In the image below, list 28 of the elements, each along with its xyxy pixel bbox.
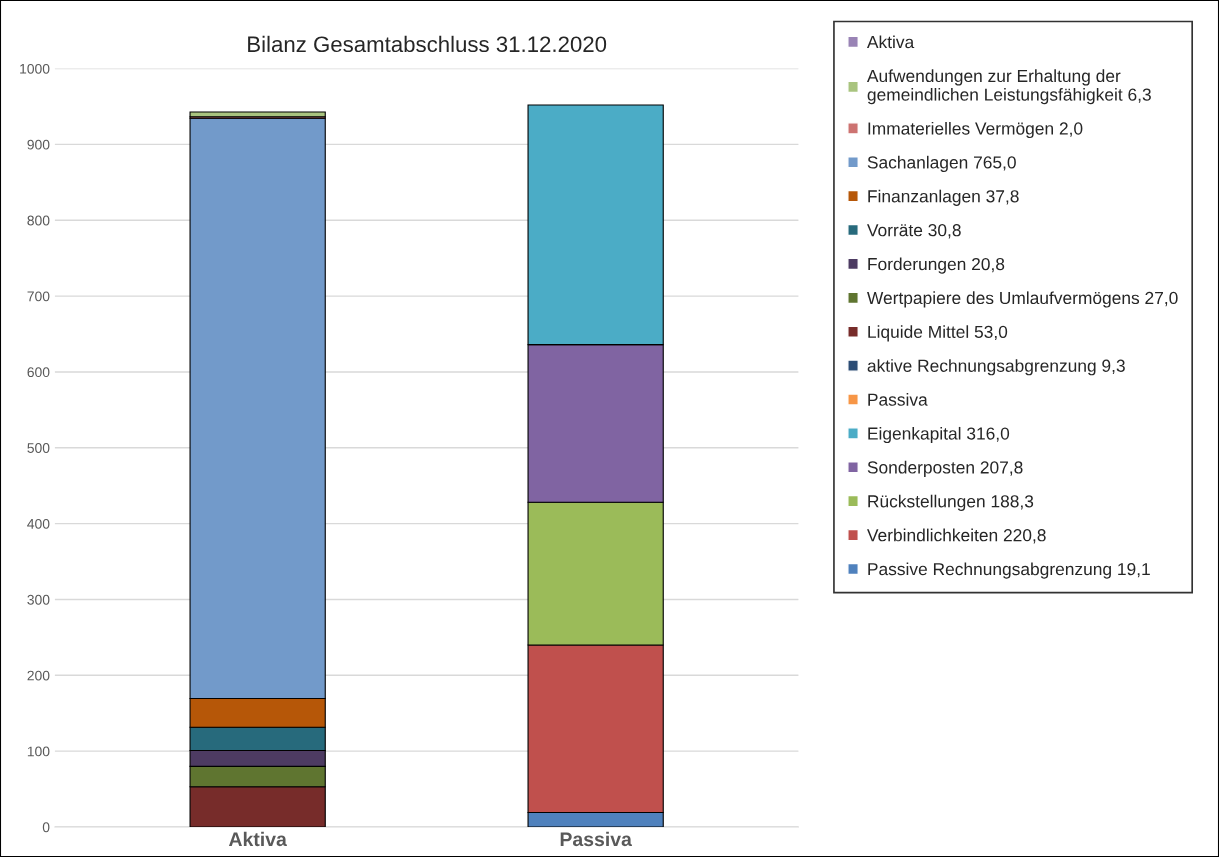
legend-label: Sachanlagen 765,0: [867, 155, 1016, 172]
legend-label: Aktiva: [866, 35, 915, 49]
y-tick-label: 200: [27, 670, 50, 681]
y-tick-label: 100: [27, 746, 50, 757]
legend-label: Eigenkapital 316,0: [868, 426, 1010, 444]
y-tick-label: 1000: [20, 63, 50, 74]
legend-label: Verbindlichkeiten 220,8: [867, 528, 1046, 544]
y-tick-label: 500: [27, 443, 50, 453]
legend-label: Vorräte 30,8: [867, 224, 961, 239]
y-tick-label: 900: [27, 139, 50, 150]
legend-label: aktive Rechnungsabgrenzung 9,3: [867, 359, 1125, 376]
chart-title: Bilanz Gesamtabschluss 31.12.2020: [248, 35, 607, 53]
y-tick-label: 700: [27, 291, 50, 302]
legend-label: Liquide Mittel 53,0: [868, 325, 1008, 342]
y-tick-label: 600: [27, 367, 50, 378]
legend-label: Rückstellungen 188,3: [868, 494, 1034, 511]
legend-label: Finanzanlagen 37,8: [868, 189, 1019, 206]
legend-label: Wertpapiere des Umlaufvermögens 27,0: [867, 291, 1178, 308]
y-tick-label: 400: [27, 518, 50, 529]
legend-label: Sonderposten 207,8: [867, 460, 1023, 478]
legend-label: Passiva: [868, 393, 928, 406]
legend-label: Immaterielles Vermögen 2,0: [868, 121, 1083, 139]
y-tick-label: 800: [27, 215, 50, 226]
y-tick-label: 300: [27, 594, 50, 605]
legend-label: Aufwendungen zur Erhaltung der gemeindlichen Leistungsfähigkeit 6,3: [866, 69, 1151, 105]
legend-label: Passive Rechnungsabgrenzung 19,1: [868, 562, 1150, 579]
y-tick-label: 0: [42, 822, 50, 833]
legend-label: Forderungen 20,8: [868, 257, 1005, 274]
